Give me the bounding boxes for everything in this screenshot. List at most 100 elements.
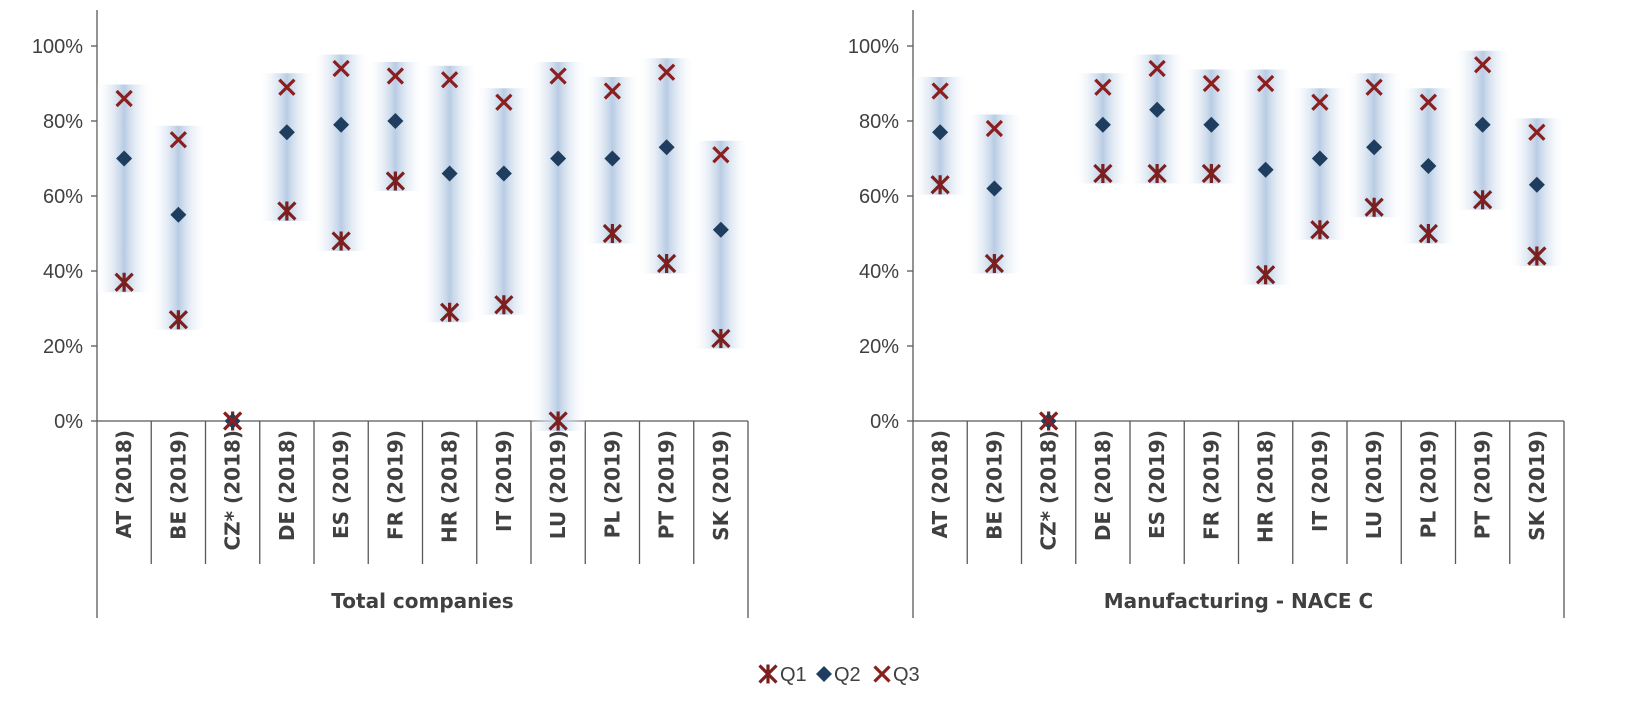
q2-point (986, 180, 1003, 197)
category-label: SK (2019) (709, 430, 733, 541)
y-tick-label: 100% (848, 36, 899, 58)
q3-point (440, 71, 459, 89)
group-label: Manufacturing - NACE C (1104, 589, 1373, 613)
q1-point (1364, 197, 1384, 217)
q3-point (985, 119, 1004, 138)
q3-point (1365, 78, 1383, 96)
category-label: CZ* (2018) (1037, 430, 1061, 551)
y-tick-label: 40% (43, 261, 83, 283)
category-label: FR (2019) (1199, 430, 1223, 540)
q1-point (439, 302, 460, 322)
q3-point (1039, 412, 1058, 430)
legend-q3-marker (873, 665, 891, 683)
y-tick-label: 20% (43, 336, 83, 358)
q3-point (1473, 56, 1492, 74)
category-label: PT (2019) (1471, 430, 1495, 539)
iqr-band (97, 84, 152, 293)
category-label: HR (2018) (438, 430, 462, 543)
legend-q2-marker (816, 666, 832, 682)
q2-point (550, 150, 567, 167)
category-label: LU (2019) (1362, 430, 1386, 539)
category-label: IT (2019) (492, 430, 516, 532)
q2-point (712, 221, 729, 238)
q1-point (1255, 265, 1276, 285)
iqr-band (531, 62, 586, 431)
iqr-band (693, 140, 748, 349)
q1-point (385, 171, 406, 191)
q2-point (1474, 116, 1491, 133)
q1-point (1093, 163, 1113, 184)
y-tick-label: 60% (43, 186, 83, 208)
y-tick-label: 0% (54, 411, 83, 433)
iqr-band (151, 125, 206, 330)
q1-point (168, 310, 189, 330)
q1-point (656, 253, 677, 274)
y-tick-label: 0% (870, 411, 899, 433)
group-label: Total companies (331, 589, 513, 613)
category-label: LU (2019) (546, 430, 570, 539)
q1-point (1147, 163, 1167, 184)
legend-q1-marker (758, 664, 778, 684)
q2-point (278, 124, 295, 141)
category-label: AT (2018) (112, 430, 136, 538)
y-tick-label: 40% (859, 261, 899, 283)
y-tick-label: 100% (32, 36, 83, 58)
category-label: IT (2019) (1308, 430, 1332, 532)
q3-point (495, 93, 513, 111)
category-label: CZ* (2018) (221, 430, 245, 551)
y-tick-label: 80% (43, 111, 83, 133)
category-label: PL (2019) (600, 430, 624, 538)
q2-point (333, 116, 350, 133)
q3-point (332, 59, 350, 78)
q2-point (1528, 176, 1545, 193)
q3-point (386, 67, 405, 85)
legend: Q1 Q2 Q3 (758, 664, 920, 686)
q3-point (1094, 78, 1112, 96)
q2-point (116, 150, 133, 167)
panel-2: 0% 20% 40% 60% 80% 100% AT (2018) BE (2019) CZ* … (848, 10, 1565, 618)
category-label: DE (2018) (1091, 430, 1115, 541)
q3-point (169, 131, 188, 149)
iqr-band (476, 88, 531, 315)
q3-point (1311, 93, 1329, 111)
category-label: PL (2019) (1416, 430, 1440, 538)
q3-point (657, 63, 676, 81)
q3-point (1528, 123, 1546, 141)
category-label: PT (2019) (655, 430, 679, 539)
category-label: BE (2019) (166, 430, 190, 540)
q1-point (1472, 190, 1493, 210)
q2-point (1257, 161, 1274, 178)
q1-point (602, 223, 623, 244)
q2-point (441, 165, 458, 182)
iqr-band (259, 73, 314, 221)
q2-point (1203, 116, 1220, 133)
category-label: BE (2019) (982, 430, 1006, 540)
q2-point (1311, 150, 1328, 167)
category-label: ES (2019) (329, 430, 353, 539)
q1-point (984, 253, 1005, 274)
q2-point (1420, 158, 1437, 174)
q3-point (549, 67, 567, 85)
iqr-band (1130, 54, 1185, 184)
q1-point (277, 201, 297, 221)
q1-point (1527, 246, 1547, 266)
q3-point (931, 82, 949, 100)
legend-q3-label: Q3 (893, 664, 920, 686)
q2-point (1094, 116, 1111, 133)
q2-point (658, 139, 675, 156)
q3-point (1202, 74, 1221, 93)
category-label: DE (2018) (275, 430, 299, 541)
q3-point (712, 146, 730, 164)
q2-point (1366, 139, 1383, 156)
q2-point (387, 113, 404, 129)
q1-point (711, 328, 731, 349)
q3-point (115, 89, 133, 108)
category-label: SK (2019) (1525, 430, 1549, 541)
q1-point (930, 175, 950, 195)
q2-point (170, 206, 187, 223)
q1-point (548, 411, 568, 431)
q2-point (932, 124, 949, 141)
q3-point (1256, 74, 1275, 93)
q2-point (604, 150, 621, 167)
